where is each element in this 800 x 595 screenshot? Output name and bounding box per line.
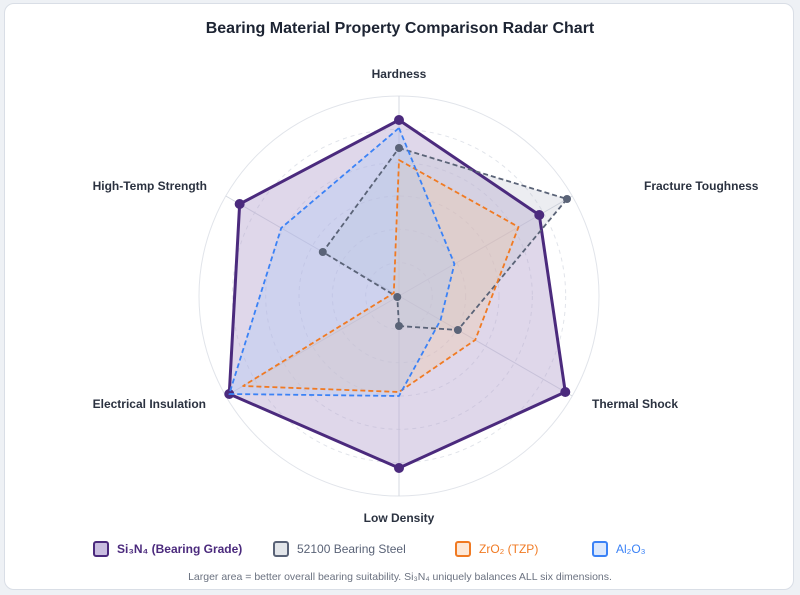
grid-spoke [225, 295, 400, 397]
data-point[interactable] [395, 322, 403, 330]
series-line [228, 127, 456, 397]
axis-label: Electrical Insulation [93, 397, 206, 411]
grid-ring [298, 195, 500, 397]
axis-label: Hardness [372, 67, 427, 81]
legend: Si₃N₄ (Bearing Grade) 52100 Bearing Stee… [0, 539, 800, 561]
data-point[interactable] [234, 199, 245, 209]
data-point[interactable] [534, 210, 545, 220]
axis-label: Low Density [364, 511, 435, 525]
data-point[interactable] [318, 248, 327, 256]
legend-item-52100[interactable]: 52100 Bearing Steel [273, 539, 406, 559]
legend-label-si3n4: Si₃N₄ (Bearing Grade) [117, 542, 243, 556]
data-point[interactable] [453, 326, 462, 334]
legend-label-zro2: ZrO₂ (TZP) [479, 542, 539, 556]
data-point[interactable] [563, 195, 572, 203]
grid-spoke [398, 295, 573, 397]
legend-item-al2o3[interactable]: Al₂O₃ [592, 539, 646, 559]
legend-swatch-si3n4 [93, 541, 109, 557]
axis-label: High-Temp Strength [93, 179, 207, 193]
legend-swatch-52100 [273, 541, 289, 557]
axis-label: Thermal Shock [592, 397, 678, 411]
data-point[interactable] [395, 144, 403, 152]
footnote: Larger area = better overall bearing sui… [188, 571, 612, 583]
grid-ring [365, 262, 433, 330]
legend-label-52100: 52100 Bearing Steel [297, 542, 406, 556]
legend-item-si3n4[interactable]: Si₃N₄ (Bearing Grade) [93, 539, 242, 559]
data-point[interactable] [393, 293, 402, 301]
legend-swatch-zro2 [455, 541, 471, 557]
series-line [242, 159, 520, 393]
radar-series [224, 115, 572, 473]
chart-title: Bearing Material Property Comparison Rad… [205, 20, 595, 37]
grid-spoke [225, 195, 400, 297]
data-point[interactable] [394, 115, 404, 125]
legend-swatch-al2o3 [592, 541, 608, 557]
data-point[interactable] [394, 463, 404, 473]
legend-label-al2o3: Al₂O₃ [616, 542, 646, 556]
data-point[interactable] [560, 387, 571, 397]
axis-label: Fracture Toughness [644, 179, 759, 193]
series-area [243, 160, 519, 392]
axis-labels: Hardness Fracture Toughness Thermal Shock L… [93, 67, 759, 525]
legend-item-zro2[interactable]: ZrO₂ (TZP) [455, 539, 538, 559]
